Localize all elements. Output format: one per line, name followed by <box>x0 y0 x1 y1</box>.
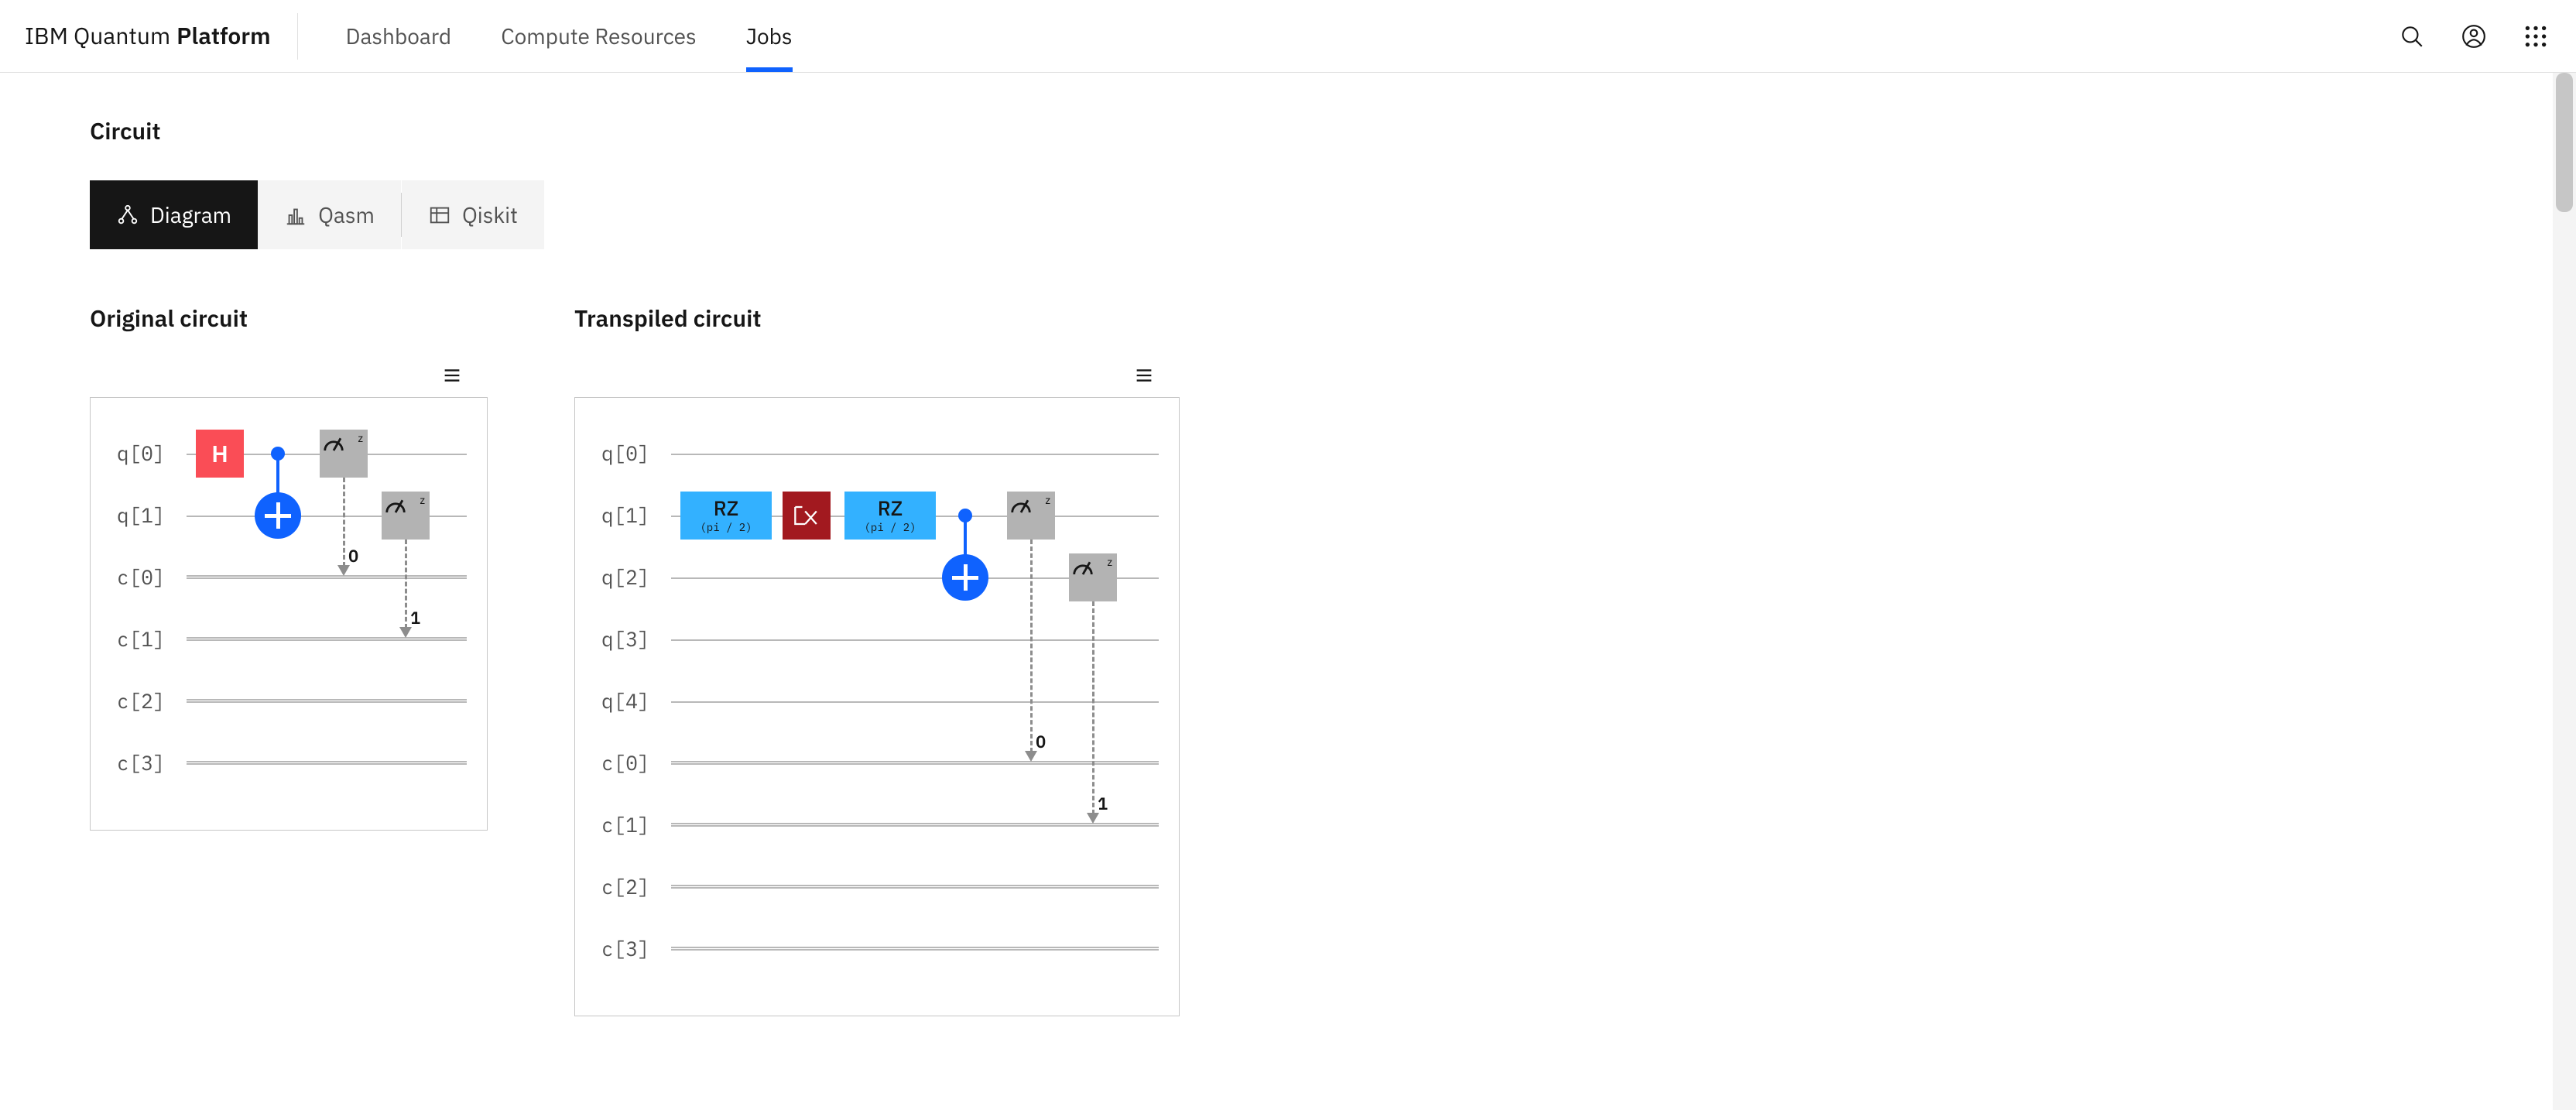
hamburger-menu-icon[interactable] <box>438 361 466 389</box>
header-actions <box>2396 21 2551 52</box>
wire-row: c[2] <box>601 856 1159 918</box>
primary-nav: Dashboard Compute Resources Jobs <box>321 0 817 72</box>
wire-label: c[3] <box>117 750 165 776</box>
wire-row: c[3] <box>601 918 1159 980</box>
measure-gate: z <box>320 430 368 478</box>
wire-label: q[2] <box>601 564 649 591</box>
wire-row: c[3] <box>117 732 467 794</box>
original-title: Original circuit <box>90 303 488 334</box>
classical-wire <box>187 701 467 703</box>
section-title: Circuit <box>90 116 2486 146</box>
tab-qasm[interactable]: Qasm <box>258 180 401 249</box>
page-body: Circuit Diagram Qasm Qiskit <box>0 73 2576 1110</box>
wire-label: q[0] <box>601 440 649 467</box>
nav-item-label: Dashboard <box>346 22 452 50</box>
classical-wire <box>671 949 1159 951</box>
nav-compute-resources[interactable]: Compute Resources <box>476 0 721 72</box>
vertical-scrollbar[interactable] <box>2553 73 2576 1110</box>
user-avatar-icon[interactable] <box>2458 21 2489 52</box>
wire-label: q[1] <box>117 502 165 529</box>
cnot-target <box>255 492 301 539</box>
tab-qiskit[interactable]: Qiskit <box>402 180 544 249</box>
top-header: IBM Quantum Platform Dashboard Compute R… <box>0 0 2576 73</box>
nav-dashboard[interactable]: Dashboard <box>321 0 477 72</box>
tab-label: Diagram <box>150 200 231 229</box>
wire-row: q[4] <box>601 670 1159 732</box>
diagram-icon <box>116 204 139 227</box>
hadamard-gate: H <box>196 430 244 478</box>
wire-label: q[4] <box>601 688 649 714</box>
table-icon <box>428 204 451 227</box>
transpiled-circuit-column: Transpiled circuit q[0] q[1] q[2] q[3] q[4] c… <box>574 303 1180 1016</box>
tab-label: Qasm <box>318 200 375 229</box>
circuits-row: Original circuit q[0] q[1] c[0] c[1] c[2] c[3… <box>90 303 2486 1016</box>
wire-label: c[2] <box>117 688 165 714</box>
classical-wire <box>671 763 1159 765</box>
measure-gate: z <box>1069 553 1117 601</box>
view-tabs: Diagram Qasm Qiskit <box>90 180 2486 249</box>
nav-item-label: Compute Resources <box>501 22 697 50</box>
transpiled-topbar <box>574 361 1180 389</box>
original-circuit-column: Original circuit q[0] q[1] c[0] c[1] c[2] c[3… <box>90 303 488 1016</box>
wire-row: c[1] <box>601 794 1159 856</box>
quantum-wire <box>671 454 1159 455</box>
measure-line <box>1030 540 1033 752</box>
measure-gate: z <box>382 492 430 540</box>
classical-wire <box>187 639 467 641</box>
tab-diagram[interactable]: Diagram <box>90 180 258 249</box>
quantum-wire <box>671 701 1159 703</box>
original-topbar <box>90 361 488 389</box>
brand[interactable]: IBM Quantum Platform <box>25 13 298 60</box>
quantum-wire <box>671 639 1159 641</box>
classical-wire <box>187 577 467 579</box>
barchart-icon <box>284 204 307 227</box>
nav-item-label: Jobs <box>746 22 793 50</box>
measure-line <box>343 478 345 567</box>
wire-row: q[3] <box>601 608 1159 670</box>
wire-label: c[0] <box>117 564 165 591</box>
measure-index: 0 <box>1036 731 1046 753</box>
wire-row: q[0] <box>601 423 1159 485</box>
wire-row: c[2] <box>117 670 467 732</box>
transpiled-title: Transpiled circuit <box>574 303 1180 334</box>
hamburger-menu-icon[interactable] <box>1130 361 1158 389</box>
wire-label: c[1] <box>117 626 165 653</box>
app-switcher-icon[interactable] <box>2520 21 2551 52</box>
search-icon[interactable] <box>2396 21 2427 52</box>
wire-row: c[0] <box>117 546 467 608</box>
classical-wire <box>671 887 1159 889</box>
wire-label: q[0] <box>117 440 165 467</box>
wire-label: q[1] <box>601 502 649 529</box>
classical-wire <box>671 825 1159 827</box>
measure-line <box>1092 601 1094 814</box>
brand-bold: Platform <box>176 21 271 51</box>
wire-label: q[3] <box>601 626 649 653</box>
measure-index: 1 <box>410 607 420 629</box>
classical-wire <box>187 763 467 765</box>
tab-label: Qiskit <box>462 200 518 229</box>
nav-jobs[interactable]: Jobs <box>721 0 817 72</box>
rz-gate: RZ(pi / 2) <box>680 492 772 540</box>
wire-row: q[0] <box>117 423 467 485</box>
brand-light: IBM Quantum <box>25 21 170 51</box>
wire-row: c[0] <box>601 732 1159 794</box>
measure-gate: z <box>1007 492 1055 540</box>
wire-label: c[0] <box>601 750 649 776</box>
wire-label: c[2] <box>601 874 649 900</box>
sx-gate <box>783 492 831 540</box>
measure-line <box>405 540 407 629</box>
scrollbar-thumb[interactable] <box>2556 73 2573 212</box>
measure-index: 1 <box>1098 793 1108 815</box>
circuit-panel: Circuit Diagram Qasm Qiskit <box>46 73 2530 1110</box>
rz-gate: RZ(pi / 2) <box>844 492 936 540</box>
transpiled-circuit-diagram: q[0] q[1] q[2] q[3] q[4] c[0] c[1] c[2] c[3] RZ(p… <box>574 397 1180 1016</box>
wire-label: c[3] <box>601 936 649 962</box>
wire-label: c[1] <box>601 812 649 838</box>
original-circuit-diagram: q[0] q[1] c[0] c[1] c[2] c[3] Hz 0 z 1 <box>90 397 488 831</box>
measure-index: 0 <box>348 545 358 567</box>
cnot-target <box>942 554 988 601</box>
